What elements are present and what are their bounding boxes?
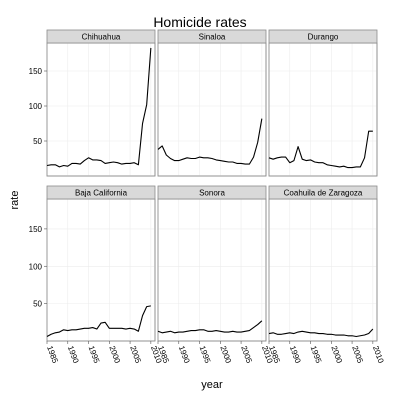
x-tick-label: 1995: [87, 345, 102, 365]
panel-background: [157, 198, 267, 342]
x-tick-label: 1990: [66, 345, 81, 365]
x-tick-label: 2005: [128, 345, 143, 365]
strip-background: [157, 29, 267, 44]
series-line-sonora: [157, 320, 263, 334]
x-tick-label: 2005: [350, 345, 365, 365]
x-tick-label: 2000: [107, 345, 122, 365]
y-tick-label: 100: [29, 262, 43, 271]
series-line-baja-california: [46, 305, 151, 338]
strip-label-coahuila-de-zaragoza: Coahuila de Zaragoza: [284, 189, 363, 198]
series-line-sinaloa: [157, 118, 263, 165]
panel-chihuahua: Chihuahua 50 100 150: [29, 29, 156, 177]
x-tick-label: 1990: [288, 345, 303, 365]
strip-background: [268, 185, 378, 200]
strip-label-sonora: Sonora: [199, 189, 225, 198]
x-tick-label: 1995: [309, 345, 324, 365]
panel-baja-california: Baja California 50 100 150 1985 1990 1995 2000 2…: [29, 185, 164, 365]
strip-background: [46, 185, 156, 200]
series-line-coahuila-de-zaragoza: [268, 328, 374, 338]
x-tick-label: 1990: [177, 345, 192, 365]
y-tick-label: 50: [33, 300, 42, 309]
facet-panels: Chihuahua 50 100 150 Sinaloa Durango Baja Cali…: [29, 29, 386, 365]
panel-background: [46, 42, 156, 177]
panel-background: [268, 198, 378, 342]
y-tick-label: 100: [29, 102, 43, 111]
y-axis-title: rate: [9, 191, 21, 210]
panel-sinaloa: Sinaloa: [157, 29, 267, 177]
strip-label-sinaloa: Sinaloa: [199, 33, 226, 42]
strip-label-baja-california: Baja California: [75, 189, 128, 198]
strip-label-chihuahua: Chihuahua: [82, 33, 121, 42]
x-tick-label: 2010: [371, 345, 386, 365]
strip-background: [157, 185, 267, 200]
series-line-chihuahua: [46, 47, 152, 168]
panel-background: [46, 198, 156, 342]
chart-title: Homicide rates: [153, 14, 246, 30]
panel-durango: Durango: [268, 29, 378, 177]
strip-background: [46, 29, 156, 44]
x-tick-label: 2000: [218, 345, 233, 365]
series-line-durango: [268, 130, 373, 169]
panel-background: [268, 42, 378, 177]
panel-background: [157, 42, 267, 177]
x-tick-label: 1985: [45, 345, 60, 365]
y-tick-label: 150: [29, 225, 43, 234]
x-tick-label: 1995: [198, 345, 213, 365]
x-axis-title: year: [201, 379, 223, 391]
strip-label-durango: Durango: [308, 33, 339, 42]
y-tick-label: 150: [29, 67, 43, 76]
x-tick-label: 2000: [329, 345, 344, 365]
strip-background: [268, 29, 378, 44]
x-tick-label: 2005: [239, 345, 254, 365]
y-tick-label: 50: [33, 137, 42, 146]
